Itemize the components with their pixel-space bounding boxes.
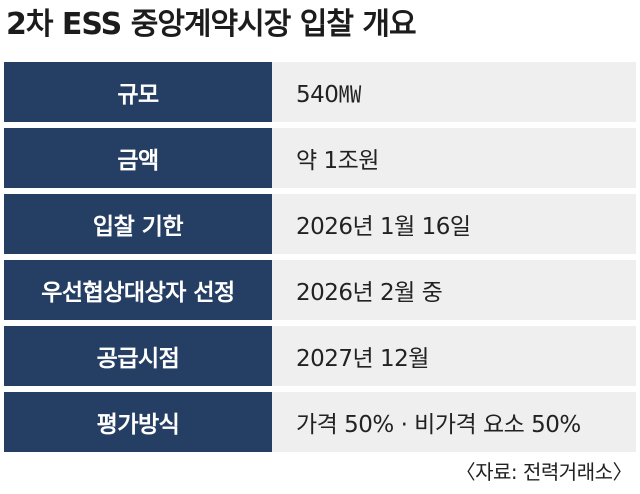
row-label: 공급시점: [4, 326, 272, 386]
row-value: 가격 50% · 비가격 요소 50%: [296, 412, 581, 438]
row-value: 2026년 2월 중: [296, 280, 443, 306]
row-label: 입찰 기한: [4, 194, 272, 254]
table-row-bid-deadline: 입찰 기한 2026년 1월 16일: [4, 194, 636, 254]
table-row-preferred-bidder: 우선협상대상자 선정 2026년 2월 중: [4, 260, 636, 320]
row-label: 금액: [4, 128, 272, 188]
row-value: 약 1조원: [296, 148, 379, 174]
page-title: 2차 ESS 중앙계약시장 입찰 개요: [6, 7, 417, 42]
row-label: 규모: [4, 62, 272, 122]
table-row-supply-date: 공급시점 2027년 12월: [4, 326, 636, 386]
table-row-scale: 규모 540㎿: [4, 62, 636, 122]
row-value: 2026년 1월 16일: [296, 214, 471, 240]
row-label: 우선협상대상자 선정: [4, 260, 272, 320]
row-value: 540㎿: [296, 82, 361, 108]
source-credit: 〈자료: 전력거래소〉: [455, 460, 633, 484]
table-row-evaluation: 평가방식 가격 50% · 비가격 요소 50%: [4, 392, 636, 452]
row-label: 평가방식: [4, 392, 272, 452]
row-value: 2027년 12월: [296, 346, 429, 372]
table-row-amount: 금액 약 1조원: [4, 128, 636, 188]
overview-table: 규모 540㎿ 금액 약 1조원 입찰 기한 2026년 1월 16일 우선협상…: [4, 62, 636, 452]
